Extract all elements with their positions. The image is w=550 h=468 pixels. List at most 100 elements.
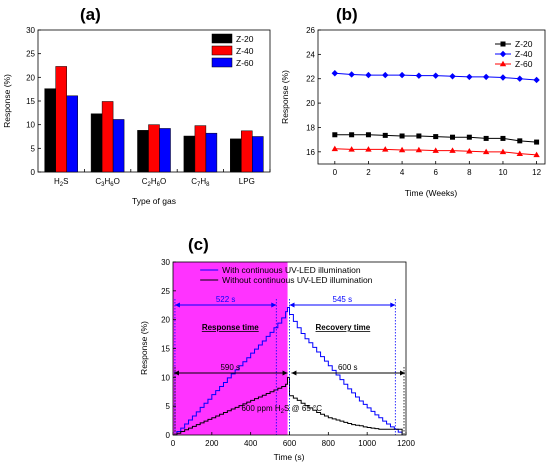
panel-b-x-tick-label: 10	[499, 168, 508, 177]
panel-a-legend-swatch	[211, 33, 233, 44]
panel-c-recovery-time-blue: 545 s	[333, 295, 353, 304]
panel-c-condition-label: 600 ppm H2S @ 65 °C	[241, 404, 322, 415]
panel-c-y-axis-label: Response (%)	[139, 321, 149, 375]
panel-c-y-tick-label: 5	[166, 402, 171, 411]
panel-c-series	[173, 307, 403, 436]
panel-a-legend: Z-20 Z-40 Z-60	[211, 33, 254, 68]
panel-a-bar	[112, 119, 125, 173]
panel-c-series-line	[173, 376, 403, 436]
panel-b-point	[349, 132, 355, 138]
panel-b-y-tick-label: 16	[306, 148, 315, 157]
panel-b-x-ticks: 0 2 4 6 8 10 12	[333, 161, 542, 177]
panel-a-label: (a)	[80, 5, 101, 24]
panel-b-x-axis-label: Time (Weeks)	[405, 188, 458, 198]
panel-c-x-axis-label: Time (s)	[274, 452, 305, 462]
panel-c-series-line	[173, 307, 403, 436]
panel-a-bar	[55, 66, 67, 173]
panel-b-legend: Z-20Z-40Z-60	[495, 39, 533, 69]
panel-b-point	[499, 74, 507, 81]
panel-b-legend-marker	[499, 60, 507, 67]
panel-b-label: (b)	[336, 5, 358, 24]
panel-b-point	[466, 73, 473, 81]
panel-c-recovery-arrow-black-head	[291, 370, 297, 376]
panel-c-response-arrow-blue-head	[174, 302, 180, 308]
panel-c-x-tick-label: 200	[205, 439, 219, 448]
panel-b-point	[450, 134, 456, 140]
panel-a-legend-label: Z-20	[236, 34, 254, 44]
panel-a-bar	[205, 132, 218, 173]
panel-b-y-tick-label: 26	[306, 26, 315, 35]
panel-b-point	[483, 135, 489, 141]
panel-b-point	[398, 71, 406, 79]
panel-b-x-tick-label: 4	[400, 168, 405, 177]
panel-c-recovery-arrow-black-head	[400, 370, 406, 376]
panel-b-point	[365, 146, 372, 152]
panel-b-x-tick-label: 2	[366, 168, 371, 177]
panel-a-x-ticks: H2S C3H6O C2H6O C7H8 LPG	[54, 169, 271, 188]
panel-b-point	[331, 145, 339, 152]
panel-a-x-tick-label: C2H6O	[142, 177, 166, 188]
panel-c-x-tick-label: 800	[322, 439, 336, 448]
panel-b-point	[466, 134, 472, 140]
panel-a-bar	[241, 130, 253, 173]
panel-b-y-axis-label: Response (%)	[280, 70, 290, 124]
panel-b-point	[415, 146, 423, 153]
panel-b-y-ticks: 16 18 20 22 24 26	[306, 26, 321, 157]
panel-b-point	[399, 133, 405, 139]
panel-a-y-tick-label: 0	[31, 168, 36, 177]
panel-b-point	[332, 132, 338, 138]
panel-c-annotations: 522 s 545 s 590 s 600 s Response time Recover…	[173, 295, 406, 435]
panel-a-y-tick-label: 10	[26, 121, 35, 130]
panel-a-bar	[66, 95, 78, 173]
panel-b-point	[382, 132, 388, 138]
panel-b-legend-marker	[499, 50, 507, 58]
panel-c-recovery-time-black: 600 s	[338, 363, 358, 372]
panel-c-response-arrow-blue-head	[271, 302, 277, 308]
panel-c-response-time-black: 590 s	[220, 363, 240, 372]
panel-b-point	[482, 73, 490, 81]
panel-b-point	[517, 138, 523, 144]
panel-a-bar	[183, 135, 196, 173]
panel-c-x-tick-label: 1200	[397, 439, 415, 448]
panel-b-point	[432, 147, 439, 153]
panel-a-y-tick-label: 5	[31, 144, 36, 153]
panel-c-y-tick-label: 30	[161, 258, 170, 267]
panel-b-point	[449, 73, 456, 80]
panel-c-response-arrow-black-head	[173, 370, 179, 376]
panel-c-y-tick-label: 10	[161, 373, 170, 382]
panel-a-x-tick-label: C3H6O	[95, 177, 119, 188]
panel-b-point	[415, 72, 423, 79]
panel-b-point	[398, 146, 406, 153]
panel-b-point	[500, 135, 506, 141]
panel-a-bar	[252, 136, 264, 173]
panel-b-point	[348, 71, 355, 78]
panel-b-point	[534, 139, 540, 145]
panel-c: (c) 522 s 545 s 590 s 600 s Response time Rec…	[139, 235, 415, 462]
panel-b-point	[516, 75, 523, 82]
panel-a: (a) 0 5 10 15 20 25 30 H2S C3H6O C2H6O C7H8 LPG Ty…	[2, 5, 271, 206]
panel-c-y-tick-label: 20	[161, 316, 170, 325]
panel-c-recovery-label: Recovery time	[316, 323, 371, 332]
panel-a-y-ticks: 0 5 10 15 20 25 30	[26, 26, 41, 177]
panel-a-y-tick-label: 20	[26, 73, 35, 82]
panel-b-y-tick-label: 20	[306, 99, 315, 108]
panel-a-x-axis-label: Type of gas	[132, 196, 176, 206]
panel-c-x-ticks: 0 200 400 600 800 1000 1200	[171, 432, 415, 448]
panel-c-y-tick-label: 0	[166, 431, 171, 440]
panel-b-series	[331, 70, 540, 158]
panel-b-point	[533, 76, 540, 84]
panel-c-y-tick-label: 15	[161, 345, 170, 354]
panel-a-legend-label: Z-60	[236, 58, 254, 68]
panel-b-legend-label: Z-40	[515, 49, 533, 59]
panel-b-legend-marker	[500, 41, 506, 47]
panel-c-y-ticks: 0 5 10 15 20 25 30	[161, 258, 176, 440]
panel-b-point	[466, 148, 473, 154]
panel-b-point	[365, 132, 371, 138]
panel-c-response-time-blue: 522 s	[216, 295, 236, 304]
panel-b-point	[348, 146, 355, 152]
panel-a-bar	[194, 125, 207, 173]
panel-a-legend-swatch	[211, 57, 233, 68]
panel-b-y-tick-label: 18	[306, 123, 315, 132]
panel-b-x-tick-label: 0	[333, 168, 338, 177]
